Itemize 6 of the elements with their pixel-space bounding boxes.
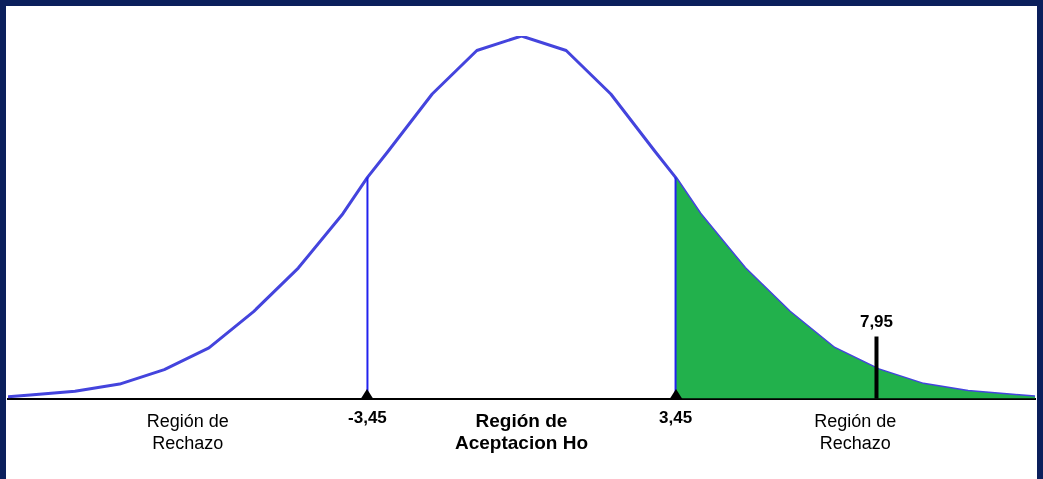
- x-tick-label: 3,45: [659, 408, 693, 428]
- text: Región de Rechazo: [814, 410, 897, 453]
- ref-line-label: 7,95: [859, 311, 894, 331]
- text: Región de Rechazo: [146, 410, 229, 453]
- x-tick-label: -3,45: [348, 408, 387, 428]
- text: Región de Aceptacion Ho: [454, 410, 589, 454]
